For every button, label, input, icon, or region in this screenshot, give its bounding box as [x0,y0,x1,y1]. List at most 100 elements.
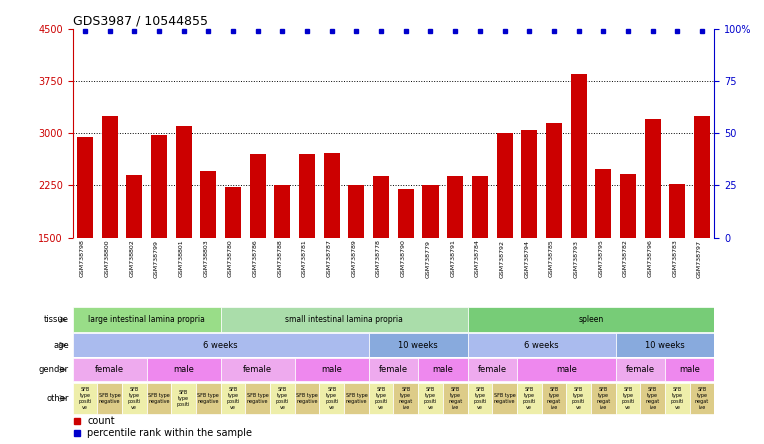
Text: GDS3987 / 10544855: GDS3987 / 10544855 [73,15,208,28]
Text: SFB
type
negat
ive: SFB type negat ive [547,387,561,410]
Text: GSM738779: GSM738779 [426,240,430,278]
Bar [176,126,192,238]
Text: GSM738798: GSM738798 [80,240,85,278]
Text: GSM738787: GSM738787 [327,240,332,278]
Text: SFB
type
positi
ve: SFB type positi ve [325,387,338,410]
Bar [270,382,295,415]
Text: SFB
type
positi
ve: SFB type positi ve [128,387,141,410]
Bar [369,358,418,381]
Text: SFB type
negative: SFB type negative [197,393,219,404]
Text: SFB
type
positi
ve: SFB type positi ve [671,387,684,410]
Bar [221,307,468,333]
Text: SFB
type
positi
ve: SFB type positi ve [276,387,289,410]
Text: SFB
type
positi
ve: SFB type positi ve [621,387,635,410]
Text: male: male [173,365,194,374]
Bar [221,358,295,381]
Bar [571,74,587,238]
Bar [245,382,270,415]
Text: GSM738778: GSM738778 [376,240,381,278]
Text: GSM738799: GSM738799 [154,240,159,278]
Bar [225,187,241,238]
Bar [616,358,665,381]
Text: GSM738793: GSM738793 [574,240,578,278]
Text: SFB type
negative: SFB type negative [148,393,170,404]
Text: SFB
type
positi
ve: SFB type positi ve [473,387,487,410]
Bar [151,135,167,238]
Bar [344,382,369,415]
Bar [542,382,566,415]
Text: GSM738789: GSM738789 [351,240,357,278]
Bar [200,171,216,238]
Bar [669,184,685,238]
Text: GSM738782: GSM738782 [623,240,628,278]
Bar [171,382,196,415]
Text: large intestinal lamina propria: large intestinal lamina propria [88,315,205,324]
Bar [616,382,640,415]
Text: SFB
type
positi
ve: SFB type positi ve [523,387,536,410]
Bar [295,382,319,415]
Bar [418,382,443,415]
Text: SFB type
negative: SFB type negative [345,393,367,404]
Bar [694,116,710,238]
Bar [73,307,221,333]
Bar [77,137,93,238]
Text: SFB
type
positi
ve: SFB type positi ve [572,387,585,410]
Bar [122,382,147,415]
Text: GSM738786: GSM738786 [253,240,257,278]
Text: female: female [379,365,408,374]
Bar [422,186,439,238]
Bar [126,175,142,238]
Bar [250,154,266,238]
Bar [640,382,665,415]
Text: 6 weeks: 6 weeks [524,341,559,350]
Bar [102,116,118,238]
Text: gender: gender [39,365,69,374]
Text: SFB
type
positi
ve: SFB type positi ve [226,387,240,410]
Bar [147,358,221,381]
Text: small intestinal lamina propria: small intestinal lamina propria [285,315,403,324]
Text: percentile rank within the sample: percentile rank within the sample [87,428,252,439]
Bar [620,174,636,238]
Text: female: female [243,365,272,374]
Text: SFB type
negative: SFB type negative [247,393,269,404]
Bar [566,382,591,415]
Text: SFB
type
positi
ve: SFB type positi ve [424,387,437,410]
Text: female: female [95,365,125,374]
Text: GSM738795: GSM738795 [598,240,604,278]
Bar [418,358,468,381]
Text: GSM738781: GSM738781 [302,240,307,278]
Bar [616,333,714,357]
Text: count: count [87,416,115,426]
Bar [369,333,468,357]
Bar [319,382,344,415]
Text: GSM738792: GSM738792 [500,240,504,278]
Bar [665,358,714,381]
Text: 10 weeks: 10 weeks [645,341,685,350]
Bar [468,307,714,333]
Bar [497,133,513,238]
Text: other: other [47,394,69,403]
Bar [393,382,418,415]
Text: female: female [626,365,655,374]
Text: GSM738794: GSM738794 [524,240,529,278]
Text: GSM738791: GSM738791 [450,240,455,278]
Text: SFB
type
negat
ive: SFB type negat ive [695,387,709,410]
Text: GSM738797: GSM738797 [697,240,702,278]
Text: SFB
type
negat
ive: SFB type negat ive [596,387,610,410]
Text: female: female [478,365,507,374]
Text: SFB
type
positi
ve: SFB type positi ve [374,387,388,410]
Bar [324,153,340,238]
Text: SFB
type
negat
ive: SFB type negat ive [448,387,462,410]
Bar [468,382,492,415]
Text: GSM738788: GSM738788 [277,240,283,278]
Text: GSM738784: GSM738784 [475,240,480,278]
Text: 10 weeks: 10 weeks [398,341,438,350]
Bar [468,358,517,381]
Bar [73,333,369,357]
Text: 6 weeks: 6 weeks [203,341,238,350]
Bar [472,176,488,238]
Text: SFB type
negative: SFB type negative [99,393,121,404]
Text: GSM738801: GSM738801 [179,240,183,277]
Bar [398,189,414,238]
Text: GSM738780: GSM738780 [228,240,233,278]
